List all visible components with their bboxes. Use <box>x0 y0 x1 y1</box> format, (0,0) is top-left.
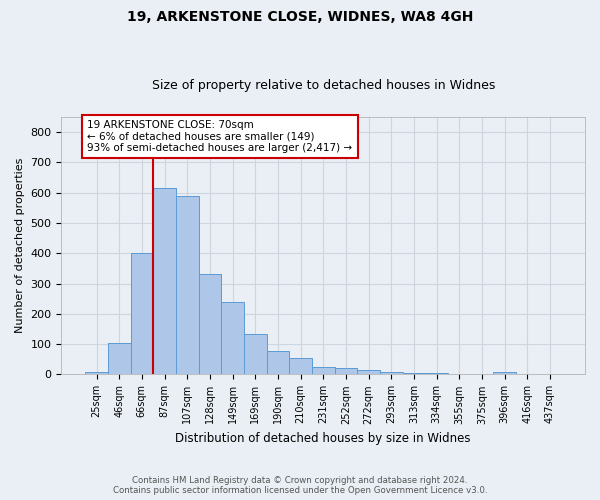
Bar <box>244 334 266 374</box>
Title: Size of property relative to detached houses in Widnes: Size of property relative to detached ho… <box>152 79 495 92</box>
Bar <box>176 196 199 374</box>
X-axis label: Distribution of detached houses by size in Widnes: Distribution of detached houses by size … <box>175 432 471 445</box>
Bar <box>266 351 289 374</box>
Bar <box>425 373 448 374</box>
Text: Contains HM Land Registry data © Crown copyright and database right 2024.
Contai: Contains HM Land Registry data © Crown c… <box>113 476 487 495</box>
Bar <box>312 367 335 374</box>
Y-axis label: Number of detached properties: Number of detached properties <box>15 158 25 334</box>
Bar <box>403 373 425 374</box>
Bar <box>380 372 403 374</box>
Bar <box>357 370 380 374</box>
Bar <box>493 372 516 374</box>
Text: 19 ARKENSTONE CLOSE: 70sqm
← 6% of detached houses are smaller (149)
93% of semi: 19 ARKENSTONE CLOSE: 70sqm ← 6% of detac… <box>88 120 353 153</box>
Bar <box>221 302 244 374</box>
Bar <box>85 372 108 374</box>
Bar <box>289 358 312 374</box>
Text: 19, ARKENSTONE CLOSE, WIDNES, WA8 4GH: 19, ARKENSTONE CLOSE, WIDNES, WA8 4GH <box>127 10 473 24</box>
Bar <box>153 188 176 374</box>
Bar <box>199 274 221 374</box>
Bar <box>335 368 357 374</box>
Bar <box>108 342 131 374</box>
Bar <box>131 253 153 374</box>
